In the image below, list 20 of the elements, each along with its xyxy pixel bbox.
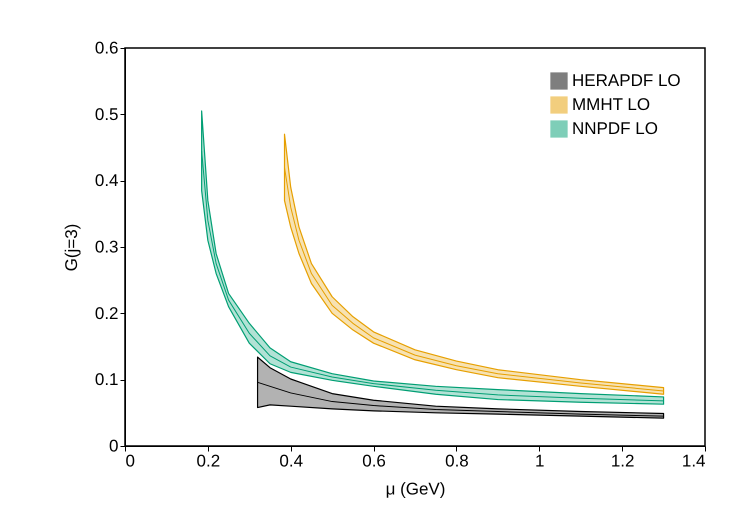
y-tick-label: 0.1 xyxy=(94,370,118,390)
x-tick-label: 1 xyxy=(535,452,545,470)
y-tick-label: 0 xyxy=(109,436,118,456)
y-axis-title: G(j=3) xyxy=(62,224,81,272)
legend-label: MMHT LO xyxy=(572,95,650,114)
x-tick-label: 0.6 xyxy=(362,452,386,470)
legend-label: NNPDF LO xyxy=(572,119,658,138)
x-tick-label: 0.2 xyxy=(196,452,220,470)
y-tick-label: 0.5 xyxy=(94,104,118,124)
y-tick-label: 0.4 xyxy=(94,171,118,190)
y-tick-label: 0.2 xyxy=(94,304,118,323)
x-tick-label: 0.8 xyxy=(445,452,469,470)
x-tick-label: 0 xyxy=(126,452,135,470)
y-tick-label: 0.3 xyxy=(94,238,118,256)
y-tick-label: 0.6 xyxy=(94,38,118,58)
x-tick-label: 1.4 xyxy=(682,452,706,470)
x-tick-label: 1.2 xyxy=(610,452,634,470)
x-tick-label: 0.4 xyxy=(279,452,304,470)
x-axis-title: μ (GeV) xyxy=(386,480,446,498)
legend-label: HERAPDF LO xyxy=(572,71,681,90)
